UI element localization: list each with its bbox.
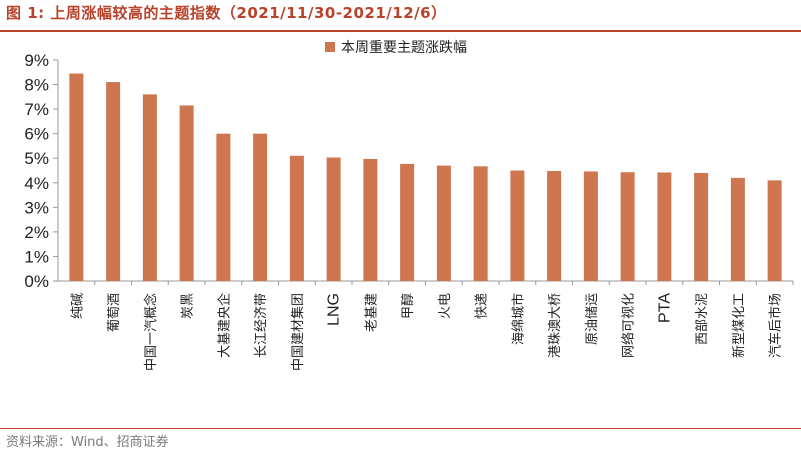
x-category-label: 原油储运 xyxy=(585,293,600,345)
x-category-label: 葡萄酒 xyxy=(107,293,122,332)
y-tick-label: 4% xyxy=(24,174,49,193)
y-tick-label: 0% xyxy=(24,272,49,291)
y-tick-label: 1% xyxy=(24,247,49,266)
x-category-label: 中国一汽概念 xyxy=(143,293,159,371)
x-category-label: 新型煤化工 xyxy=(731,293,747,358)
source-note: 资料来源：Wind、招商证券 xyxy=(6,435,169,450)
bar xyxy=(436,165,451,281)
x-category-label: 长江经济带 xyxy=(254,293,269,358)
bar xyxy=(620,172,635,281)
bar xyxy=(106,82,121,281)
y-tick-label: 8% xyxy=(24,76,49,95)
x-category-label: 海绵城市 xyxy=(510,293,526,345)
bar xyxy=(179,105,194,281)
x-category-label: 网络可视化 xyxy=(621,293,637,358)
x-category-label: 大基建央企 xyxy=(216,293,232,358)
bar xyxy=(363,158,378,281)
bar xyxy=(142,94,157,281)
x-category-label: 西部水泥 xyxy=(695,293,710,345)
x-category-label: 炭黑 xyxy=(181,293,196,319)
bar xyxy=(694,172,709,281)
y-tick-label: 5% xyxy=(24,149,49,168)
x-category-label: 甲醇 xyxy=(400,293,416,319)
bar xyxy=(473,166,488,281)
bar xyxy=(510,170,525,281)
y-tick-label: 7% xyxy=(24,100,49,119)
x-category-label: LNG xyxy=(326,293,343,326)
bar xyxy=(400,163,415,281)
title-divider xyxy=(0,30,801,32)
y-tick-label: 2% xyxy=(24,223,49,242)
y-tick-label: 9% xyxy=(24,51,49,70)
figure-title: 图 1: 上周涨幅较高的主题指数（2021/11/30-2021/12/6） xyxy=(6,4,447,22)
bar xyxy=(583,171,598,281)
bar xyxy=(253,133,268,281)
bar xyxy=(326,157,341,281)
x-category-label: 中国建材集团 xyxy=(290,293,306,371)
bar xyxy=(216,133,231,281)
bar xyxy=(69,73,84,281)
x-category-label: 老基建 xyxy=(364,293,379,332)
y-tick-label: 6% xyxy=(24,125,49,144)
x-category-label: 火电 xyxy=(438,293,453,319)
legend-label: 本周重要主题涨跌幅 xyxy=(341,40,467,56)
legend-swatch xyxy=(325,42,335,52)
bar xyxy=(547,170,562,281)
footer-divider xyxy=(0,428,801,429)
bar xyxy=(289,155,304,281)
x-category-label: 快递 xyxy=(475,293,490,319)
x-category-label: 港珠澳大桥 xyxy=(547,293,563,358)
x-category-label: 汽车后市场 xyxy=(768,293,784,358)
bar xyxy=(730,177,745,281)
y-tick-label: 3% xyxy=(24,198,49,217)
x-category-label: PTA xyxy=(656,293,673,323)
x-category-label: 纯碱 xyxy=(70,293,85,319)
bar xyxy=(767,180,782,281)
bar xyxy=(657,172,672,281)
